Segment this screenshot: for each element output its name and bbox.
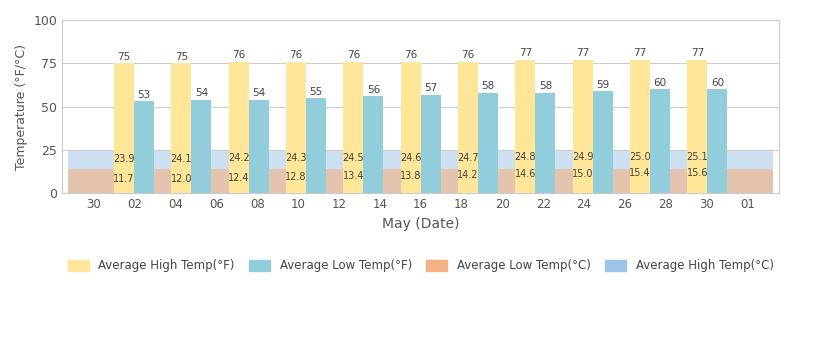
Text: 75: 75 — [117, 52, 130, 62]
Text: 24.7: 24.7 — [457, 152, 479, 163]
Text: 76: 76 — [404, 50, 417, 60]
Text: 77: 77 — [519, 49, 532, 58]
Bar — [458, 62, 478, 193]
Text: 54: 54 — [252, 88, 266, 98]
Text: 60: 60 — [653, 78, 666, 88]
Bar — [134, 101, 154, 193]
Text: 15.6: 15.6 — [686, 168, 708, 178]
Text: 25.0: 25.0 — [629, 152, 651, 162]
Bar — [573, 60, 593, 193]
Text: 12.0: 12.0 — [170, 174, 192, 184]
Bar — [191, 100, 212, 193]
Text: 57: 57 — [424, 83, 437, 93]
Text: 12.8: 12.8 — [286, 172, 307, 182]
Text: 15.0: 15.0 — [572, 169, 593, 179]
Text: 13.8: 13.8 — [400, 171, 422, 181]
Bar — [515, 60, 535, 193]
Legend: Average High Temp(°F), Average Low Temp(°F), Average Low Temp(°C), Average High : Average High Temp(°F), Average Low Temp(… — [63, 254, 779, 277]
Text: 15.4: 15.4 — [629, 168, 651, 178]
Text: 76: 76 — [232, 50, 245, 60]
X-axis label: May (Date): May (Date) — [382, 217, 459, 231]
Bar — [650, 89, 670, 193]
Bar — [364, 96, 383, 193]
Bar — [630, 60, 650, 193]
Text: 58: 58 — [481, 81, 495, 91]
Text: 24.6: 24.6 — [400, 153, 422, 163]
Bar — [401, 62, 421, 193]
Text: 77: 77 — [633, 49, 647, 58]
Text: 24.8: 24.8 — [515, 152, 536, 163]
Bar — [478, 93, 498, 193]
Text: 77: 77 — [691, 49, 704, 58]
Bar — [421, 94, 441, 193]
Text: 24.5: 24.5 — [343, 153, 364, 163]
Bar — [228, 62, 249, 193]
Bar — [306, 98, 326, 193]
Text: 76: 76 — [290, 50, 303, 60]
Text: 14.6: 14.6 — [515, 169, 536, 179]
Y-axis label: Temperature (°F/°C): Temperature (°F/°C) — [15, 44, 28, 170]
Text: 55: 55 — [310, 87, 323, 97]
Bar — [249, 100, 269, 193]
Text: 58: 58 — [539, 81, 552, 91]
Bar — [171, 63, 191, 193]
Text: 14.2: 14.2 — [457, 170, 479, 180]
Text: 76: 76 — [347, 50, 360, 60]
Text: 53: 53 — [138, 90, 150, 100]
Bar — [344, 62, 364, 193]
Bar — [286, 62, 306, 193]
Text: 54: 54 — [195, 88, 208, 98]
Text: 23.9: 23.9 — [113, 154, 134, 164]
Text: 60: 60 — [710, 78, 724, 88]
Text: 77: 77 — [576, 49, 589, 58]
Bar — [707, 89, 727, 193]
Text: 25.1: 25.1 — [686, 152, 708, 162]
Text: 24.9: 24.9 — [572, 152, 593, 162]
Text: 13.4: 13.4 — [343, 172, 364, 181]
Text: 11.7: 11.7 — [113, 174, 134, 184]
Bar — [114, 63, 134, 193]
Text: 75: 75 — [174, 52, 188, 62]
Text: 12.4: 12.4 — [228, 173, 249, 183]
Bar — [593, 91, 613, 193]
Bar — [535, 93, 555, 193]
Text: 59: 59 — [596, 80, 609, 90]
Text: 24.1: 24.1 — [170, 153, 192, 164]
Text: 24.2: 24.2 — [227, 153, 250, 163]
Text: 56: 56 — [367, 85, 380, 95]
Bar — [687, 60, 707, 193]
Text: 76: 76 — [461, 50, 475, 60]
Text: 24.3: 24.3 — [286, 153, 307, 163]
